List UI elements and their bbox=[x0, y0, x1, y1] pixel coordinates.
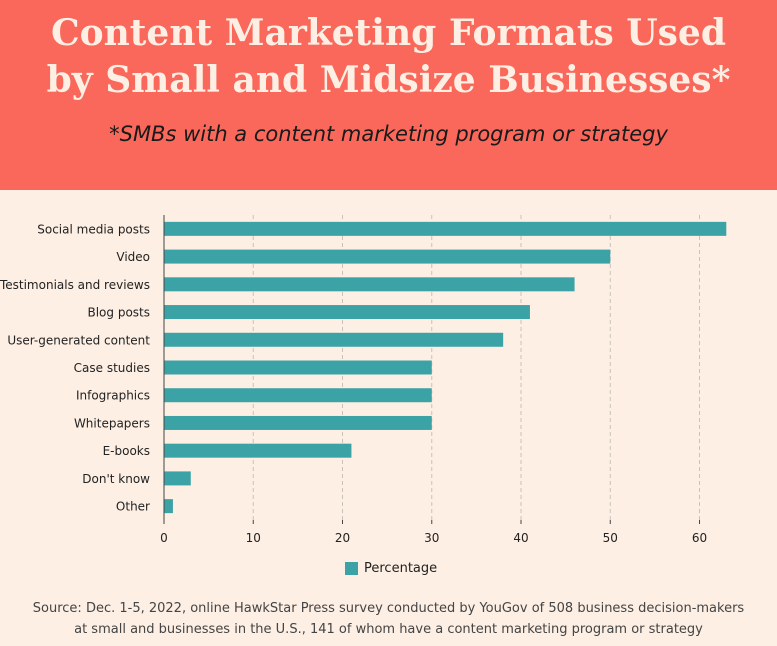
source-note: Source: Dec. 1-5, 2022, online HawkStar … bbox=[0, 598, 777, 640]
title-line-2: by Small and Midsize Businesses* bbox=[46, 59, 731, 101]
bar bbox=[164, 499, 173, 514]
x-tick-label: 10 bbox=[246, 531, 261, 545]
x-tick-label: 50 bbox=[603, 531, 618, 545]
category-label: Blog posts bbox=[87, 306, 150, 320]
x-tick-label: 40 bbox=[513, 531, 528, 545]
category-label: Other bbox=[116, 500, 150, 514]
x-tick-label: 60 bbox=[692, 531, 707, 545]
bar bbox=[164, 443, 352, 458]
category-label: Testimonials and reviews bbox=[0, 278, 150, 292]
bar bbox=[164, 305, 530, 320]
bar bbox=[164, 277, 575, 292]
category-label: User-generated content bbox=[7, 333, 150, 347]
bar bbox=[164, 415, 432, 430]
category-label: Whitepapers bbox=[74, 416, 150, 430]
chart-title: Content Marketing Formats Used by Small … bbox=[0, 10, 777, 104]
category-label: E-books bbox=[103, 444, 150, 458]
category-label: Infographics bbox=[76, 389, 150, 403]
legend-label: Percentage bbox=[364, 560, 438, 576]
bar bbox=[164, 360, 432, 375]
legend-swatch bbox=[345, 561, 358, 575]
category-label: Social media posts bbox=[37, 222, 150, 236]
legend: Percentage bbox=[345, 559, 437, 577]
category-label: Case studies bbox=[74, 361, 150, 375]
source-line-1: Source: Dec. 1-5, 2022, online HawkStar … bbox=[32, 601, 745, 616]
title-line-1: Content Marketing Formats Used bbox=[50, 12, 727, 54]
bar bbox=[164, 332, 504, 347]
header-banner: Content Marketing Formats Used by Small … bbox=[0, 0, 777, 190]
x-tick-label: 0 bbox=[160, 531, 168, 545]
chart-subtitle: *SMBs with a content marketing program o… bbox=[109, 122, 668, 146]
source-line-2: at small and businesses in the U.S., 141… bbox=[74, 622, 703, 637]
category-label: Don't know bbox=[82, 472, 150, 486]
category-label: Video bbox=[116, 250, 150, 264]
bar bbox=[164, 471, 191, 486]
bar bbox=[164, 249, 611, 264]
x-tick-label: 20 bbox=[335, 531, 350, 545]
bar bbox=[164, 388, 432, 403]
bar bbox=[164, 221, 727, 236]
x-tick-label: 30 bbox=[424, 531, 439, 545]
